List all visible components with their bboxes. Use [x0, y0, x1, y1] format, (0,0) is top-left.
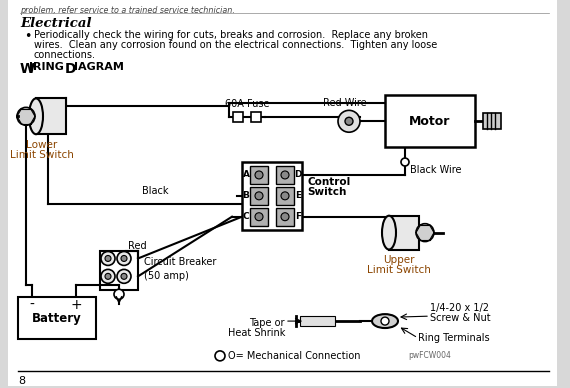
Bar — [233, 113, 243, 122]
Text: Lower: Lower — [26, 140, 58, 150]
Text: E: E — [295, 191, 301, 200]
Text: -: - — [30, 298, 34, 312]
Text: IRING: IRING — [28, 62, 63, 72]
Bar — [18, 297, 96, 339]
Text: Limit Switch: Limit Switch — [367, 265, 431, 275]
Bar — [300, 316, 335, 326]
Bar — [36, 99, 66, 134]
Circle shape — [341, 113, 357, 129]
Text: Electrical: Electrical — [20, 17, 92, 30]
Text: Circuit Breaker: Circuit Breaker — [144, 257, 217, 267]
Text: W: W — [20, 62, 35, 76]
Circle shape — [255, 171, 263, 179]
Circle shape — [255, 192, 263, 200]
Bar — [250, 187, 268, 205]
Bar — [389, 216, 419, 249]
Bar — [242, 162, 302, 230]
Text: Control: Control — [307, 177, 350, 187]
Text: 8: 8 — [18, 376, 25, 386]
Circle shape — [121, 274, 127, 279]
Text: connections.: connections. — [34, 50, 96, 60]
Text: Limit Switch: Limit Switch — [10, 150, 74, 160]
Circle shape — [345, 117, 353, 125]
Bar — [250, 166, 268, 184]
Circle shape — [101, 269, 115, 283]
Circle shape — [114, 289, 124, 299]
Text: Screw & Nut: Screw & Nut — [430, 313, 491, 323]
Ellipse shape — [372, 314, 398, 328]
Circle shape — [117, 251, 131, 265]
Circle shape — [105, 274, 111, 279]
Text: Red Wire: Red Wire — [323, 98, 367, 108]
Text: 60A Fuse: 60A Fuse — [225, 99, 269, 109]
Circle shape — [121, 255, 127, 262]
Bar — [276, 187, 294, 205]
Text: F: F — [295, 212, 301, 221]
Text: pwFCW004: pwFCW004 — [408, 352, 451, 360]
Text: Black: Black — [142, 186, 168, 196]
Text: Ring Terminals: Ring Terminals — [418, 333, 490, 343]
Ellipse shape — [382, 216, 396, 249]
Circle shape — [381, 317, 389, 325]
Text: A: A — [242, 170, 250, 180]
Text: Heat Shrink: Heat Shrink — [227, 328, 285, 338]
Text: •: • — [24, 30, 31, 43]
Text: Switch: Switch — [307, 187, 347, 197]
Text: problem, refer service to a trained service technician.: problem, refer service to a trained serv… — [20, 6, 235, 15]
Text: Tape or: Tape or — [250, 318, 285, 328]
Text: IAGRAM: IAGRAM — [74, 62, 124, 72]
Circle shape — [105, 255, 111, 262]
Text: Periodically check the wiring for cuts, breaks and corrosion.  Replace any broke: Periodically check the wiring for cuts, … — [34, 30, 428, 40]
Bar — [276, 208, 294, 226]
Circle shape — [255, 213, 263, 221]
Circle shape — [117, 269, 131, 283]
Circle shape — [17, 107, 35, 125]
Bar — [483, 113, 501, 129]
Circle shape — [215, 351, 225, 361]
Ellipse shape — [29, 99, 43, 134]
Text: Upper: Upper — [383, 255, 415, 265]
Bar — [251, 113, 261, 122]
Text: D: D — [65, 62, 76, 76]
Text: C: C — [243, 212, 249, 221]
Text: Motor: Motor — [409, 115, 451, 128]
Circle shape — [281, 213, 289, 221]
Circle shape — [281, 171, 289, 179]
Text: D: D — [294, 170, 302, 180]
Circle shape — [401, 158, 409, 166]
Text: Red: Red — [128, 241, 146, 251]
Bar — [100, 251, 138, 290]
Text: Battery: Battery — [32, 312, 82, 325]
Circle shape — [416, 223, 434, 242]
Text: B: B — [243, 191, 250, 200]
Bar — [250, 208, 268, 226]
Bar — [385, 95, 475, 147]
Text: O= Mechanical Connection: O= Mechanical Connection — [228, 351, 360, 361]
Text: 1/4-20 x 1/2: 1/4-20 x 1/2 — [430, 303, 489, 313]
Text: wires.  Clean any corrosion found on the electrical connections.  Tighten any lo: wires. Clean any corrosion found on the … — [34, 40, 437, 50]
Bar — [276, 166, 294, 184]
Text: (50 amp): (50 amp) — [144, 271, 189, 281]
Circle shape — [101, 251, 115, 265]
Text: Black Wire: Black Wire — [410, 165, 462, 175]
Text: +: + — [70, 298, 82, 312]
Circle shape — [281, 192, 289, 200]
Circle shape — [338, 110, 360, 132]
